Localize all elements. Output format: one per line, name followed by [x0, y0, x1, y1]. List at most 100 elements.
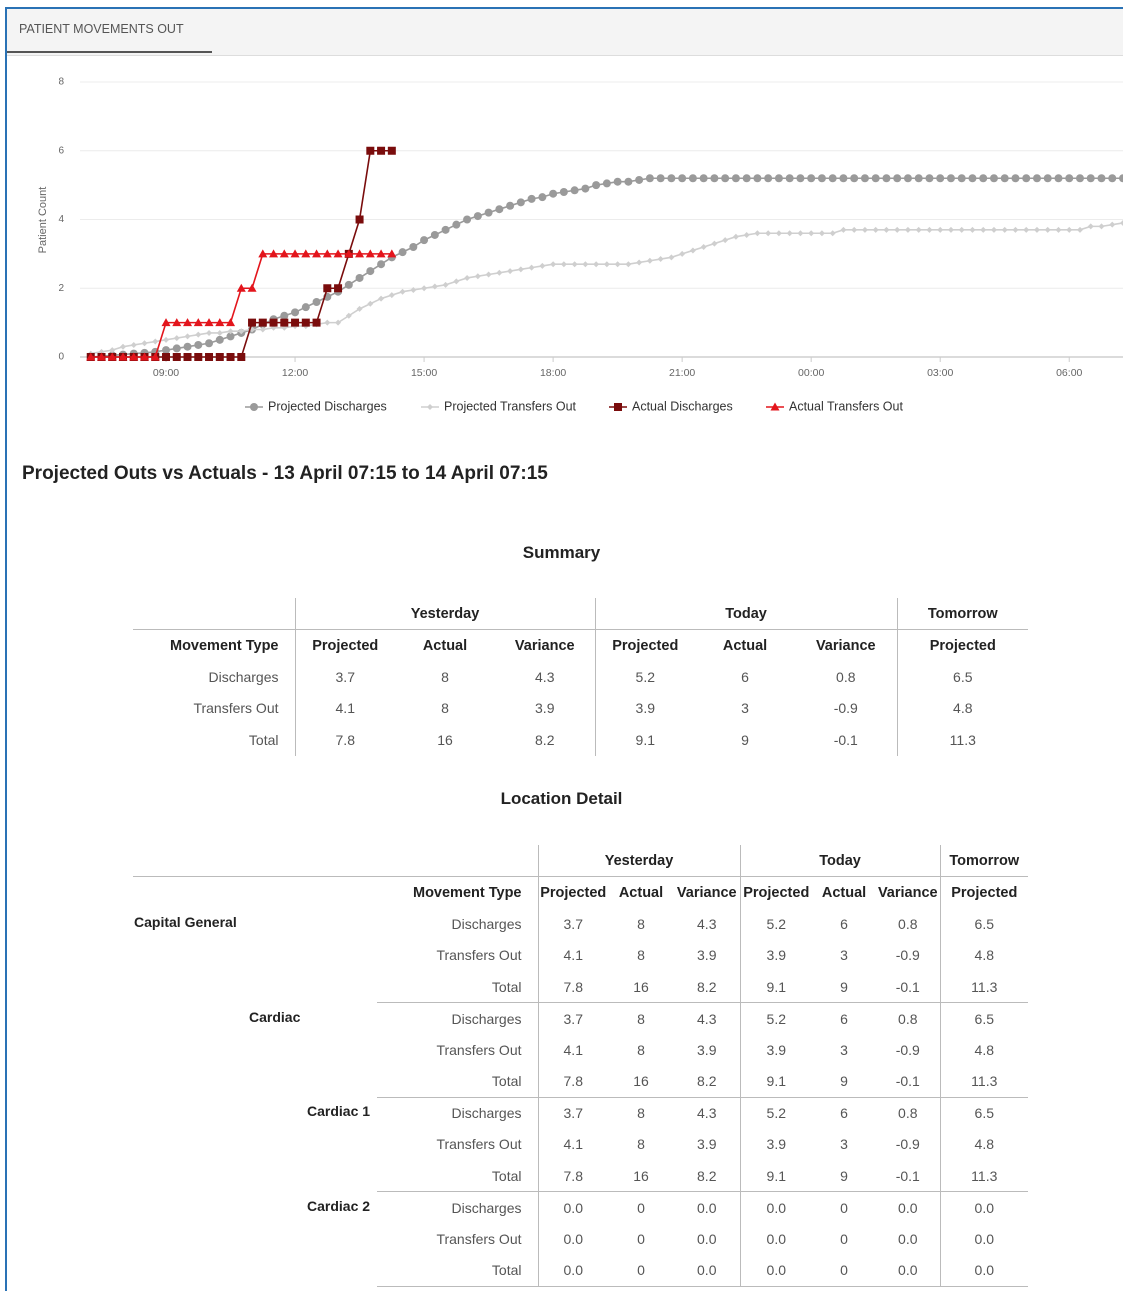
marker: [473, 212, 482, 221]
legend-item[interactable]: Projected Discharges: [245, 399, 387, 413]
marker: [1011, 174, 1020, 183]
cell: 11.3: [939, 971, 1029, 1003]
cell: 0.0: [739, 1223, 813, 1255]
marker: [1000, 174, 1009, 183]
marker: [280, 311, 289, 320]
marker: [484, 208, 493, 217]
cell: 7.8: [537, 971, 608, 1003]
cell: 0.0: [939, 1254, 1029, 1287]
line: [90, 253, 392, 358]
marker: [366, 267, 375, 276]
marker: [764, 174, 773, 183]
marker: [410, 286, 417, 293]
marker: [334, 284, 343, 293]
cell: 9: [840, 978, 848, 995]
marker: [613, 177, 622, 186]
marker: [183, 353, 192, 361]
data-row: Transfers Out 4.1 8 3.9 3.9 3 -0.9 4.8: [133, 1034, 1029, 1066]
marker: [291, 318, 300, 327]
marker: [914, 174, 923, 183]
marker: [688, 174, 697, 183]
marker: [215, 335, 224, 344]
column-header: Movement Type: [412, 884, 522, 901]
cell: 9.1: [739, 971, 813, 1003]
marker: [774, 174, 783, 183]
group-header: Tomorrow: [939, 845, 1029, 877]
marker: [667, 174, 676, 183]
marker: [226, 332, 235, 341]
tab[interactable]: PATIENT MOVEMENTS OUT: [7, 9, 212, 53]
row-label: Transfers Out: [436, 947, 522, 964]
cell: 4.3: [697, 915, 717, 932]
data-row: Discharges 3.7 8 4.3 5.2 6 0.8 6.5: [133, 661, 1029, 693]
location-name: Cardiac 2: [307, 1197, 371, 1214]
marker: [582, 261, 589, 268]
marker: [732, 233, 739, 240]
column-header: Projected: [594, 629, 696, 661]
marker: [937, 226, 944, 233]
cell: 0: [812, 1254, 877, 1287]
marker: [152, 338, 159, 345]
cell: 4.8: [939, 1034, 1029, 1066]
data-row: Transfers Out 4.1 8 3.9 3.9 3 -0.9 4.8: [133, 1128, 1029, 1160]
data-row: Cardiac 1 Discharges 3.7 8 4.3 5.2 6 0.8 6.5: [133, 1096, 1029, 1129]
marker: [603, 261, 610, 268]
marker: [387, 249, 397, 258]
column-header: Actual: [821, 884, 867, 901]
marker: [226, 353, 235, 361]
location-title: Location Detail: [500, 789, 623, 808]
marker: [216, 329, 223, 336]
location-name: Capital General: [134, 914, 237, 930]
column-header: Projected: [294, 629, 395, 661]
y-tick-label: 4: [58, 214, 64, 225]
marker: [172, 318, 182, 327]
row-label: Discharges: [451, 915, 522, 932]
column-header: Actual: [618, 884, 664, 901]
marker: [872, 226, 879, 233]
marker: [646, 257, 653, 264]
marker: [183, 342, 192, 351]
marker: [205, 339, 214, 348]
marker: [409, 243, 418, 251]
cell: 4.8: [939, 1128, 1029, 1160]
tab-bar: PATIENT MOVEMENTS OUT: [7, 9, 1123, 56]
marker: [797, 230, 804, 237]
cell: 0.8: [898, 915, 918, 932]
group-row: Yesterday Today Tomorrow: [133, 598, 1029, 630]
marker: [571, 261, 578, 268]
cell: 8: [441, 700, 449, 717]
location-table: Yesterday Today Tomorrow Movement Type Proje…: [133, 845, 1029, 1287]
cell: 3.9: [594, 692, 696, 724]
marker: [387, 146, 396, 155]
cell: 8: [441, 668, 449, 685]
marker: [183, 318, 193, 327]
marker: [635, 175, 644, 184]
marker: [1098, 223, 1105, 230]
data-row: Transfers Out 4.1 8 3.9 3.9 3 -0.9 4.8: [133, 939, 1029, 971]
cell: 3.7: [537, 1096, 608, 1129]
cell: 4.8: [896, 692, 1029, 724]
cell: 9.1: [594, 724, 696, 756]
marker: [538, 193, 547, 202]
marker: [936, 174, 945, 183]
marker: [624, 177, 633, 186]
marker: [301, 303, 310, 312]
marker: [301, 318, 310, 327]
cell: 7.8: [537, 1160, 608, 1192]
legend-item[interactable]: Actual Discharges: [609, 399, 733, 413]
marker: [710, 174, 719, 183]
row-label: Total: [491, 1167, 522, 1184]
row-label: Discharges: [208, 668, 279, 685]
marker: [452, 220, 461, 229]
marker: [258, 249, 268, 258]
legend-item[interactable]: Projected Transfers Out: [421, 399, 577, 413]
marker: [193, 318, 203, 327]
x-tick-label: 18:00: [540, 367, 566, 379]
legend-item[interactable]: Actual Transfers Out: [766, 399, 903, 413]
marker: [829, 230, 836, 237]
marker: [699, 174, 708, 183]
cell: 5.2: [739, 1002, 813, 1034]
row-label: Discharges: [377, 1191, 538, 1223]
legend-label: Actual Discharges: [632, 399, 733, 413]
cell: 0.0: [939, 1191, 1029, 1223]
